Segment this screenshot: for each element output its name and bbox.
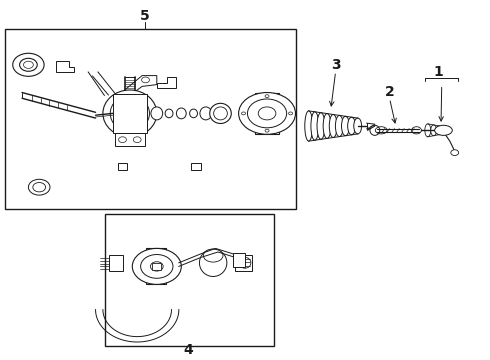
- Bar: [113, 94, 147, 133]
- Text: 5: 5: [140, 9, 149, 23]
- Bar: [233, 253, 245, 267]
- Ellipse shape: [311, 112, 319, 140]
- Polygon shape: [122, 76, 157, 99]
- Ellipse shape: [431, 125, 437, 136]
- Circle shape: [265, 129, 269, 132]
- Ellipse shape: [425, 124, 431, 137]
- Polygon shape: [56, 61, 74, 72]
- Circle shape: [289, 112, 293, 115]
- Circle shape: [150, 262, 163, 271]
- Circle shape: [258, 107, 276, 120]
- Circle shape: [33, 183, 46, 192]
- Circle shape: [141, 255, 173, 278]
- Ellipse shape: [317, 113, 325, 139]
- Ellipse shape: [199, 249, 227, 276]
- Circle shape: [13, 53, 44, 76]
- Circle shape: [247, 99, 287, 128]
- Bar: [5, 29, 296, 209]
- Ellipse shape: [329, 114, 337, 138]
- Ellipse shape: [305, 111, 313, 141]
- Ellipse shape: [190, 109, 197, 118]
- Text: 3: 3: [331, 58, 341, 72]
- Ellipse shape: [342, 116, 349, 136]
- Circle shape: [242, 112, 245, 115]
- Ellipse shape: [347, 117, 356, 135]
- Ellipse shape: [210, 103, 231, 123]
- Circle shape: [265, 95, 269, 98]
- Ellipse shape: [165, 109, 173, 118]
- Ellipse shape: [103, 90, 157, 137]
- Ellipse shape: [239, 257, 251, 268]
- Ellipse shape: [323, 114, 331, 139]
- Ellipse shape: [335, 115, 343, 137]
- Ellipse shape: [370, 125, 380, 135]
- Bar: [152, 263, 161, 270]
- Text: 4: 4: [184, 343, 194, 357]
- Bar: [146, 248, 166, 284]
- Circle shape: [20, 58, 37, 71]
- Circle shape: [239, 93, 295, 134]
- Text: 1: 1: [434, 65, 443, 79]
- Bar: [109, 255, 122, 271]
- Bar: [255, 93, 279, 134]
- Ellipse shape: [203, 249, 223, 262]
- Ellipse shape: [176, 108, 186, 119]
- Ellipse shape: [200, 107, 212, 120]
- Circle shape: [132, 248, 181, 284]
- Bar: [235, 255, 252, 271]
- Ellipse shape: [435, 125, 452, 135]
- Polygon shape: [157, 77, 176, 88]
- Ellipse shape: [437, 126, 442, 135]
- Bar: [115, 133, 145, 146]
- Circle shape: [28, 179, 50, 195]
- Circle shape: [451, 150, 459, 156]
- Ellipse shape: [110, 95, 149, 131]
- Ellipse shape: [151, 107, 163, 120]
- Bar: [105, 214, 274, 346]
- Text: 2: 2: [385, 85, 394, 99]
- Ellipse shape: [354, 118, 362, 134]
- Bar: [118, 163, 127, 170]
- Bar: [191, 163, 201, 170]
